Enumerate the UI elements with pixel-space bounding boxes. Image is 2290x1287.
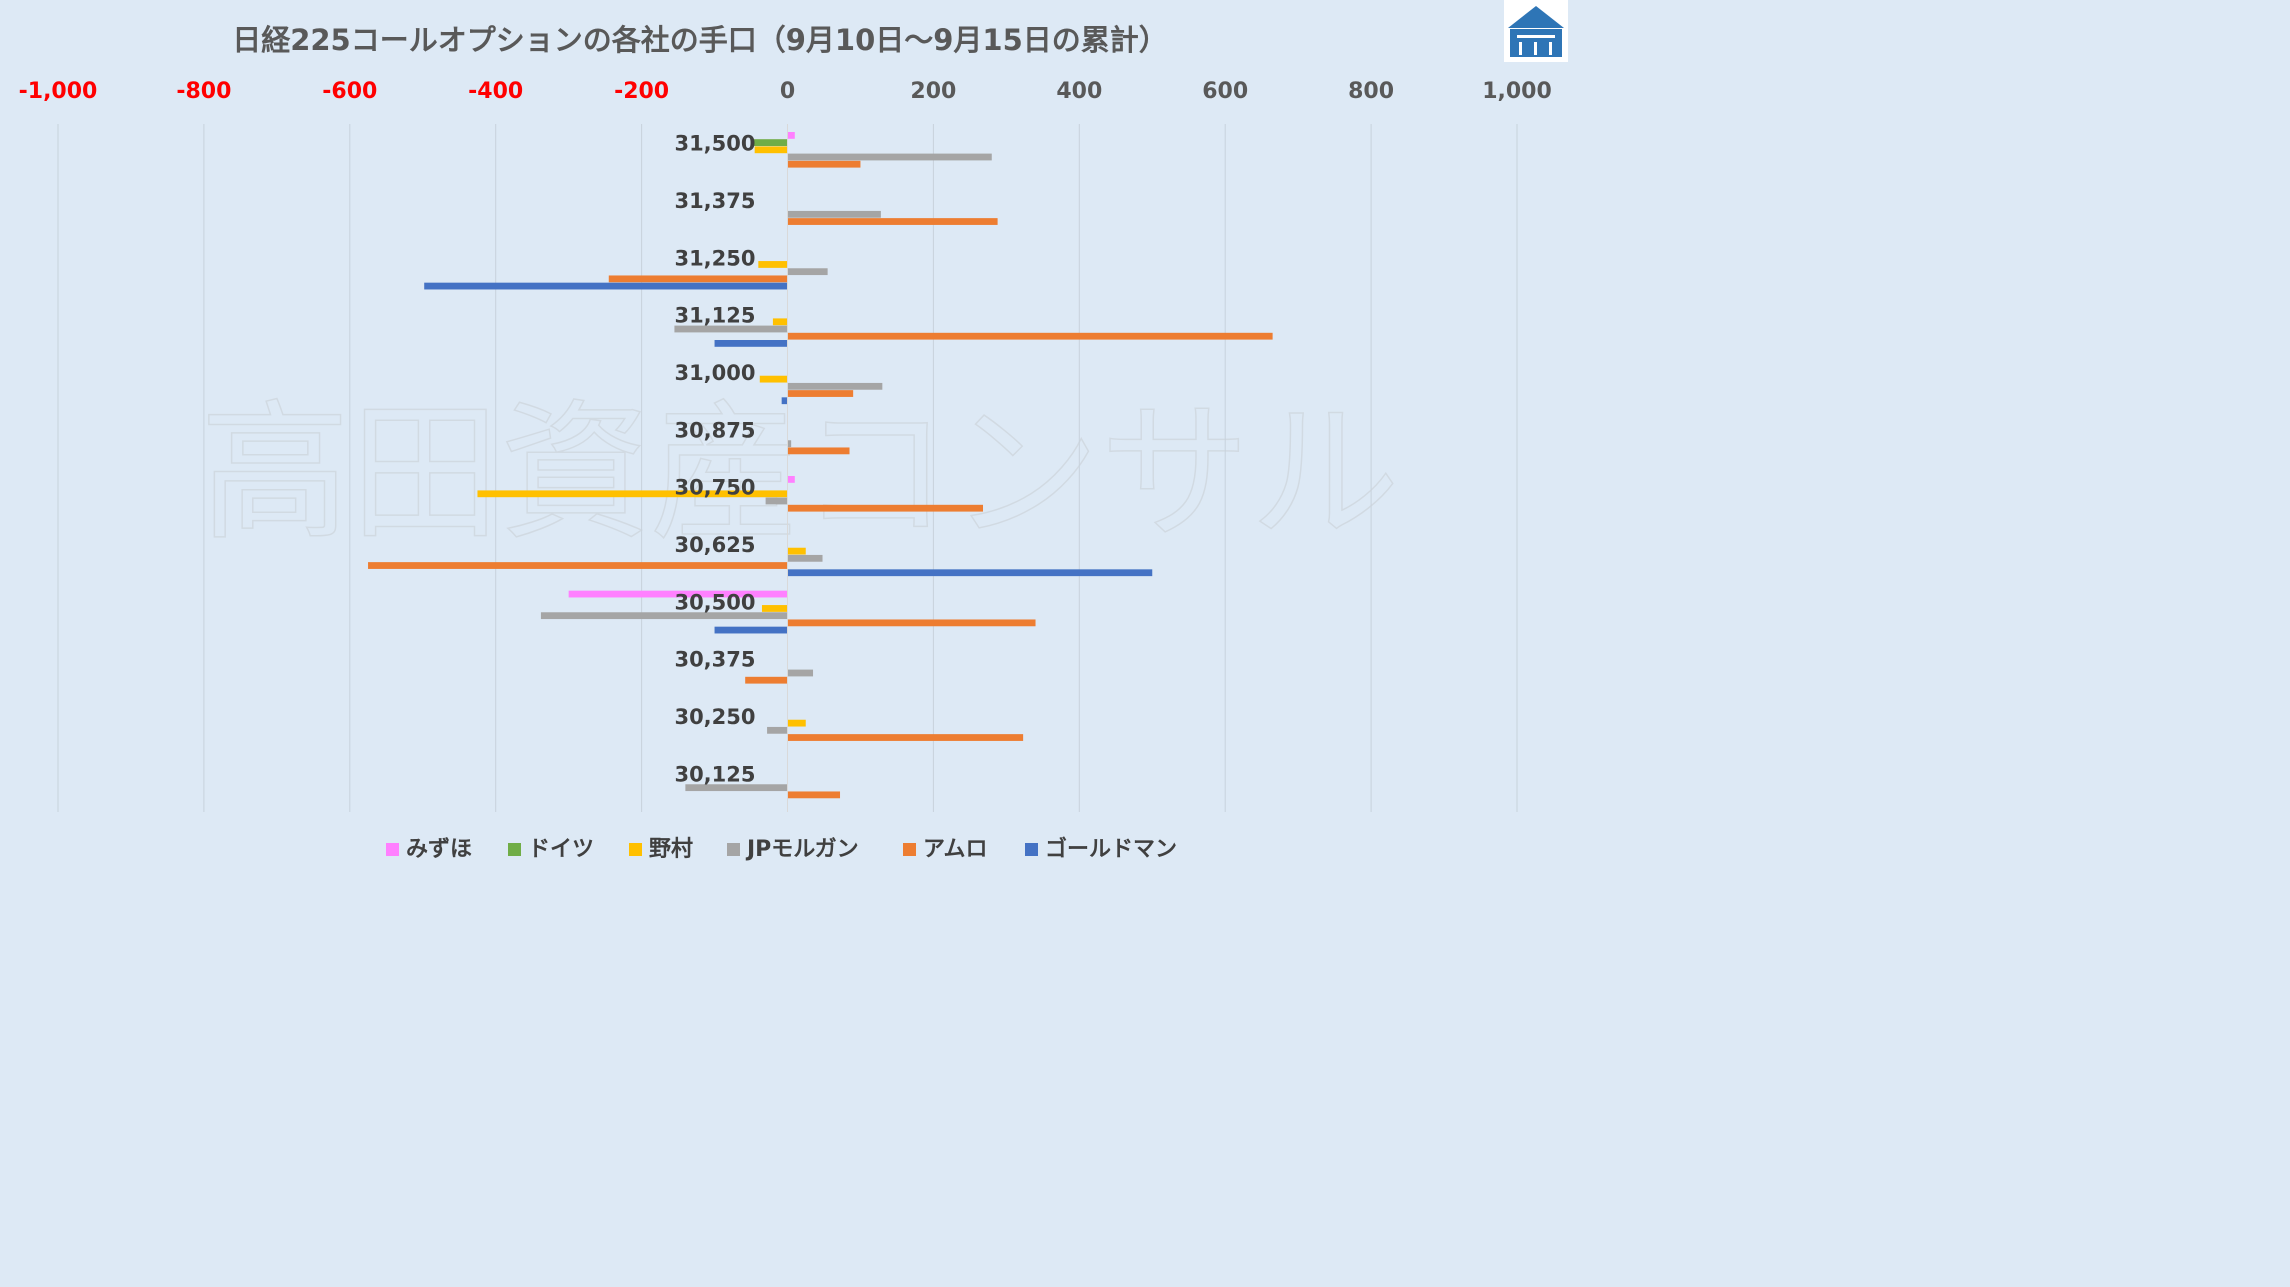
x-tick-label: -600 [322,79,377,104]
takata-asset-logo [1504,0,1568,62]
category-label: 31,500 [674,132,755,156]
x-tick-label: 0 [780,79,795,104]
bar-4-6 [787,504,984,512]
legend-label: みずほ [406,837,472,862]
legend: みずほ ドイツ 野村 JPモルガン アムロ ゴールドマン [386,836,1177,862]
bar-3-3 [674,325,788,333]
x-tick-label: 800 [1348,79,1394,104]
logo-roof [1508,6,1564,28]
x-tick-label: 200 [910,79,956,104]
bar-3-10 [767,726,788,734]
bar-2-7 [787,547,806,555]
legend-label: ドイツ [528,837,594,862]
bar-3-9 [787,669,814,677]
legend-label: JPモルガン [745,837,859,862]
bar-3-8 [540,612,788,620]
category-label: 30,500 [674,590,755,614]
bar-4-1 [787,218,998,225]
x-tick-label: -1,000 [19,79,98,104]
legend-label: アムロ [923,837,987,862]
category-label: 31,375 [674,189,755,213]
legend-swatch [1025,843,1038,856]
bar-4-10 [787,734,1024,741]
x-axis: -1,000 -800 -600 -400 -200 0 200 400 600 800 1,000 [19,79,1552,104]
category-axis: 31,500 31,375 31,250 31,125 31,000 30,875 30,7… [674,132,755,787]
chart: 高田資産コンサル 日経225コールオプションの各社の手口（9月10日～9月15日… [0,0,1568,881]
bar-3-7 [787,554,823,562]
watermark-layer: 高田資産コンサル [199,386,1401,562]
x-tick-label: -200 [614,79,669,104]
x-tick-label: -400 [468,79,523,104]
legend-swatch [386,843,399,856]
bar-5-8 [714,626,788,634]
category-label: 30,625 [674,533,755,557]
bar-4-2 [608,275,788,283]
bar-0-6 [787,476,795,483]
bar-2-3 [772,318,788,326]
legend-label: ゴールドマン [1045,836,1177,862]
logo-pillar-right [1549,42,1552,55]
watermark-text: 高田資産コンサル [200,387,1400,561]
x-tick-label: 400 [1056,79,1102,104]
bar-2-10 [787,719,806,727]
bar-3-2 [787,268,828,276]
logo-pillar-left [1519,42,1522,55]
bar-4-7 [368,562,788,569]
bar-3-6 [765,497,788,505]
bar-1-0 [752,139,788,146]
category-label: 31,125 [674,304,755,328]
bar-2-4 [759,375,788,383]
bar-5-3 [714,340,788,347]
x-tick-label: -800 [176,79,231,104]
bar-2-8 [761,605,788,612]
bar-3-11 [685,784,788,792]
x-tick-label: 1,000 [1482,79,1552,104]
bar-3-1 [787,210,881,218]
category-label: 31,000 [674,361,755,385]
bar-4-3 [787,332,1273,340]
bar-5-4 [781,397,788,405]
x-tick-label: 600 [1202,79,1248,104]
category-label: 30,875 [674,418,755,442]
category-label: 30,125 [674,762,755,786]
bar-4-11 [787,791,841,799]
legend-swatch [629,843,642,856]
legend-swatch [727,843,740,856]
bar-2-2 [758,261,788,268]
bar-3-5 [787,440,792,448]
category-label: 30,250 [674,705,755,729]
bar-4-9 [745,676,788,684]
logo-line-top [1517,35,1555,38]
bar-5-7 [787,569,1153,577]
legend-swatch [903,843,916,856]
logo-pillar-mid [1534,42,1537,55]
bar-2-0 [754,146,788,154]
bar-4-4 [787,390,854,397]
bar-0-8 [568,590,788,598]
legend-label: 野村 [649,837,693,862]
bar-3-0 [787,153,992,161]
bar-4-8 [787,619,1036,627]
grid-layer [57,124,1518,812]
bar-4-0 [787,160,861,168]
bar-5-2 [424,282,788,290]
category-label: 30,750 [674,476,755,500]
chart-title: 日経225コールオプションの各社の手口（9月10日～9月15日の累計） [232,23,1168,57]
bar-4-5 [787,447,850,455]
bar-3-4 [787,382,883,390]
legend-swatch [508,843,521,856]
bar-2-6 [477,490,788,498]
bar-0-0 [787,132,795,139]
category-label: 30,375 [674,648,755,672]
category-label: 31,250 [674,246,755,270]
bars [368,124,1273,812]
